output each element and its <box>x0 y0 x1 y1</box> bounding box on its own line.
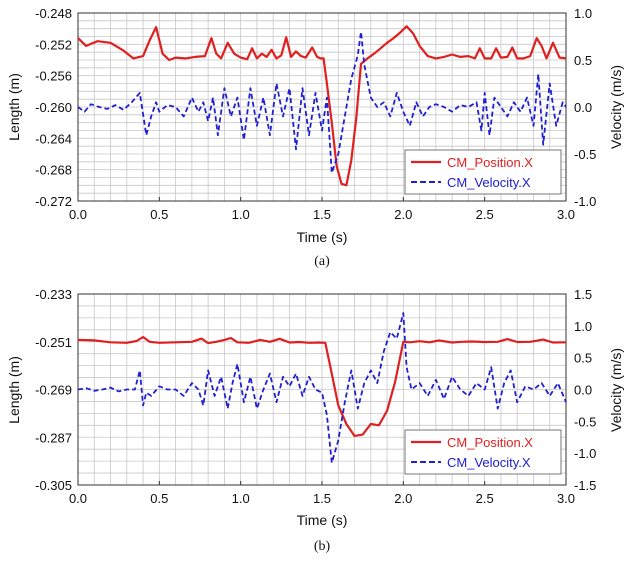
chart-a-x-axis-label: Time (s) <box>297 229 348 245</box>
chart-a-y2-tick-label: 1.0 <box>574 6 592 21</box>
chart-b-legend-velocity-label: CM_Velocity.X <box>447 455 531 470</box>
chart-a-x-tick-label: 2.5 <box>476 207 494 222</box>
chart-a-y2-tick-label: -0.5 <box>574 147 596 162</box>
chart-b-y-tick-label: -0.287 <box>35 430 72 445</box>
chart-a-y-tick-label: -0.264 <box>35 131 72 146</box>
chart-b-x-tick-label: 3.0 <box>557 491 575 506</box>
chart-b-legend: CM_Position.X CM_Velocity.X <box>404 429 562 475</box>
chart-b-x-tick-labels: 0.0 0.5 1.0 1.5 2.0 2.5 3.0 <box>69 481 575 506</box>
chart-a-x-tick-label: 1.0 <box>232 207 250 222</box>
chart-b-y2-tick-label: -0.5 <box>574 414 596 429</box>
chart-b-position-line <box>77 335 567 437</box>
chart-b-y-tick-labels: -0.233 -0.251 -0.269 -0.287 -0.305 <box>35 287 72 493</box>
chart-b-legend-box <box>404 429 562 475</box>
chart-b-x-tick-label: 0.0 <box>69 491 87 506</box>
chart-b-y2-axis-label: Velocity (m/s) <box>608 348 624 432</box>
chart-a-y-tick-label: -0.256 <box>35 69 72 84</box>
chart-b-x-tick-label: 1.5 <box>313 491 331 506</box>
chart-b-y2-tick-label: -1.0 <box>574 446 596 461</box>
chart-b-legend-position-label: CM_Position.X <box>447 435 533 450</box>
chart-b-series <box>77 312 567 464</box>
chart-a-y-tick-label: -0.252 <box>35 37 72 52</box>
chart-a-x-tick-label: 1.5 <box>313 207 331 222</box>
chart-a-x-tick-label: 3.0 <box>557 207 575 222</box>
chart-a-y-tick-label: -0.268 <box>35 163 72 178</box>
chart-a-legend-box <box>404 149 562 195</box>
chart-b-y2-tick-label: 0.5 <box>574 351 592 366</box>
chart-b-y2-tick-label: 1.0 <box>574 319 592 334</box>
chart-a-y2-tick-label: 0.0 <box>574 100 592 115</box>
chart-a-velocity-line <box>77 30 567 174</box>
chart-a-series <box>77 25 567 187</box>
chart-b-x-axis-label: Time (s) <box>297 512 348 528</box>
chart-b-caption: (b) <box>314 539 331 554</box>
chart-b-y2-tick-label: -1.5 <box>574 478 596 493</box>
chart-b-x-tick-label: 2.5 <box>476 491 494 506</box>
chart-a-legend-position-label: CM_Position.X <box>447 155 533 170</box>
chart-b-y-tick-label: -0.305 <box>35 478 72 493</box>
chart-b-velocity-line <box>77 312 567 464</box>
chart-a-legend-velocity-label: CM_Velocity.X <box>447 175 531 190</box>
chart-a-y2-tick-label: -1.0 <box>574 194 596 209</box>
chart-a-y2-tick-labels: 1.0 0.5 0.0 -0.5 -1.0 <box>574 6 596 209</box>
chart-a-x-tick-label: 2.0 <box>394 207 412 222</box>
chart-b-x-tick-label: 0.5 <box>150 491 168 506</box>
chart-a-y-tick-label: -0.272 <box>35 194 72 209</box>
chart-a-y2-tick-label: 0.5 <box>574 53 592 68</box>
chart-b-x-tick-label: 2.0 <box>394 491 412 506</box>
chart-a-y2-axis-label: Velocity (m/s) <box>608 65 624 149</box>
chart-a-x-tick-labels: 0.0 0.5 1.0 1.5 2.0 2.5 3.0 <box>69 197 575 222</box>
chart-a-y-axis-label: Length (m) <box>6 73 22 141</box>
chart-b-y-tick-label: -0.233 <box>35 287 72 302</box>
chart-b-y-tick-label: -0.269 <box>35 383 72 398</box>
chart-b-x-tick-label: 1.0 <box>232 491 250 506</box>
chart-a-y-tick-label: -0.248 <box>35 6 72 21</box>
chart-a-legend: CM_Position.X CM_Velocity.X <box>404 149 562 195</box>
chart-a: 0.0 0.5 1.0 1.5 2.0 2.5 3.0 -0.248 -0.252 -0.256… <box>6 6 624 269</box>
chart-a-caption: (a) <box>314 254 330 269</box>
chart-b-y2-tick-label: 1.5 <box>574 287 592 302</box>
chart-a-position-line <box>77 25 567 187</box>
chart-a-y-tick-label: -0.260 <box>35 100 72 115</box>
chart-b-y-tick-label: -0.251 <box>35 335 72 350</box>
chart-b-y2-tick-labels: 1.5 1.0 0.5 0.0 -0.5 -1.0 -1.5 <box>574 287 596 493</box>
chart-a-y-tick-labels: -0.248 -0.252 -0.256 -0.260 -0.264 -0.268 -0.2… <box>35 6 72 209</box>
chart-b-y2-tick-label: 0.0 <box>574 383 592 398</box>
chart-b-y-axis-label: Length (m) <box>6 356 22 424</box>
chart-b: 0.0 0.5 1.0 1.5 2.0 2.5 3.0 -0.233 -0.251 -0.269… <box>6 287 624 554</box>
chart-a-x-tick-label: 0.0 <box>69 207 87 222</box>
chart-a-x-tick-label: 0.5 <box>150 207 168 222</box>
